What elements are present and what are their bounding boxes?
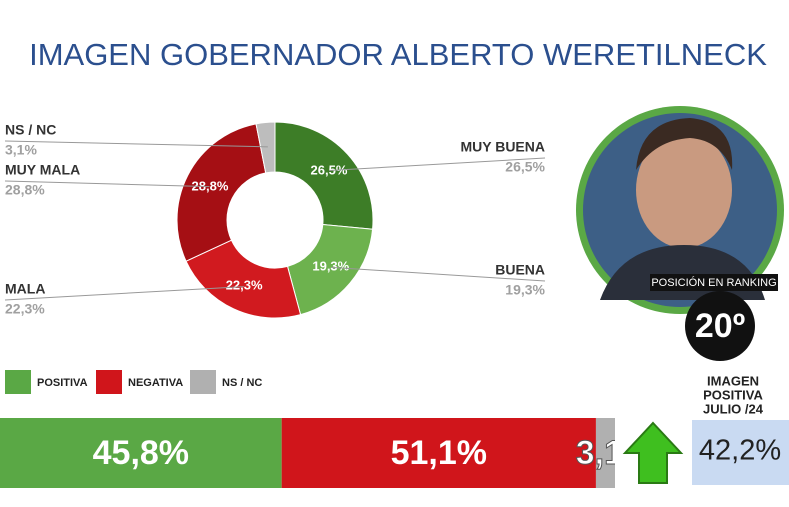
outside-value: 22,3% <box>5 301 45 317</box>
outside-value: 26,5% <box>505 159 545 175</box>
donut-slice <box>176 123 267 262</box>
donut-slice <box>255 121 276 174</box>
donut-slice <box>185 239 302 319</box>
bar-value-label: 51,1% <box>391 434 487 472</box>
leader-line <box>329 157 546 172</box>
leader-line <box>4 180 210 188</box>
outside-category: MUY MALA <box>5 162 80 178</box>
positive-image-box <box>692 420 789 485</box>
outside-category: MALA <box>5 281 45 297</box>
leader-line <box>4 286 244 301</box>
bar-segment <box>281 418 596 488</box>
outside-category: BUENA <box>495 262 545 278</box>
photo-hair <box>636 118 733 170</box>
slice-label: 26,5% <box>311 162 348 177</box>
ranking-band <box>650 274 778 291</box>
positive-image-title: IMAGEN <box>707 373 759 388</box>
slice-label: 19,3% <box>312 258 349 273</box>
up-arrow <box>622 421 684 484</box>
positive-image-title: JULIO /24 <box>703 401 764 416</box>
bar-value-label: 45,8% <box>93 434 189 472</box>
outside-category: MUY BUENA <box>460 139 545 155</box>
legend-label: NEGATIVA <box>128 377 183 389</box>
outside-value: 28,8% <box>5 182 45 198</box>
ranking-position: 20º <box>695 307 745 345</box>
title: IMAGEN GOBERNADOR ALBERTO WERETILNECK <box>29 37 767 72</box>
bar-value-label: 3,1 <box>576 434 623 472</box>
donut-slice <box>274 121 374 230</box>
slice-label: 22,3% <box>226 278 263 293</box>
positive-image-title: POSITIVA <box>703 387 763 402</box>
bar-segment <box>595 418 615 488</box>
photo-face <box>636 132 732 248</box>
outside-category: NS / NC <box>5 122 56 138</box>
ranking-badge <box>685 291 755 361</box>
slice-label: 28,8% <box>192 178 229 193</box>
outside-value: 3,1% <box>5 142 37 158</box>
positive-image-value: 42,2% <box>699 435 781 467</box>
legend-swatch <box>96 370 122 394</box>
leader-line <box>331 266 546 282</box>
bar-segment <box>0 418 282 488</box>
outside-value: 19,3% <box>505 282 545 298</box>
ranking-title: POSICIÓN EN RANKING <box>651 276 776 289</box>
legend-label: POSITIVA <box>37 377 88 389</box>
legend-label: NS / NC <box>222 377 262 389</box>
leader-line <box>4 140 268 148</box>
legend-swatch <box>5 370 31 394</box>
legend-swatch <box>190 370 216 394</box>
